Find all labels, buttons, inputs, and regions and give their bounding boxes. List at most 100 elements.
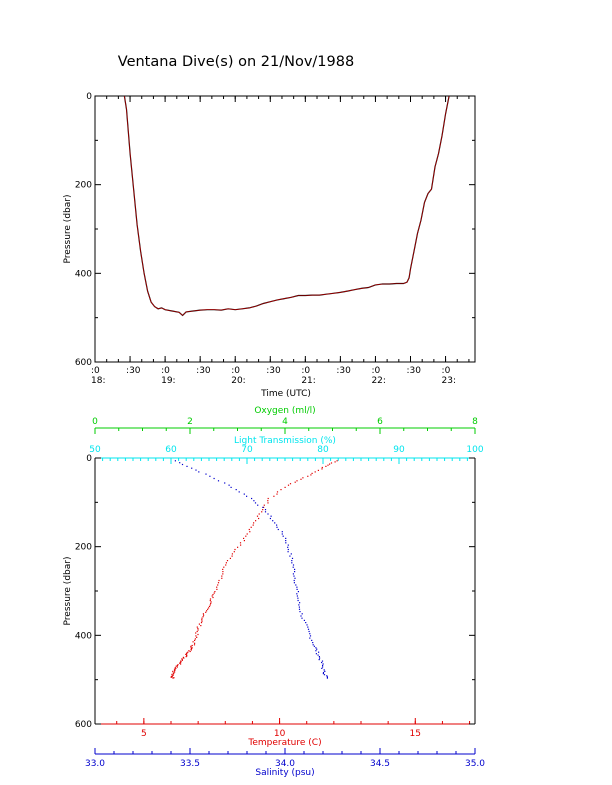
profile-point — [237, 546, 239, 548]
profile-point — [246, 495, 248, 497]
profile-point — [177, 664, 179, 666]
x-tick-label: 21: — [301, 376, 315, 386]
profile-point — [309, 635, 312, 637]
profile-point — [263, 504, 265, 506]
profile-point — [197, 627, 199, 630]
profile-point — [196, 626, 198, 628]
profile-point — [194, 638, 196, 640]
profile-point — [221, 577, 223, 579]
profile-point — [213, 592, 215, 594]
profile-point — [258, 517, 260, 520]
profile-point — [322, 673, 324, 675]
profile-point — [292, 564, 295, 566]
profile-point — [321, 468, 323, 470]
profile-point — [282, 535, 284, 537]
depth-time-y-label: Pressure (dbar) — [63, 195, 73, 264]
profile-point — [171, 673, 173, 675]
profile-point — [191, 644, 193, 647]
depth-time-x-label: Time (UTC) — [260, 389, 311, 399]
profile-point — [312, 644, 314, 646]
profile-point — [216, 588, 218, 590]
profile-point — [234, 548, 236, 551]
x-tick-label: :0 — [371, 366, 380, 376]
profile-point — [334, 461, 336, 463]
profile-point — [281, 531, 283, 533]
profile-point — [270, 515, 272, 517]
profile-point — [196, 636, 198, 638]
profile-point — [186, 652, 188, 654]
profile-point — [292, 566, 294, 568]
profile-point — [198, 623, 200, 625]
oxygen-tick-label: 2 — [187, 417, 193, 427]
profile-point — [295, 584, 297, 586]
profile-point — [276, 493, 278, 495]
profile-point — [174, 667, 176, 669]
temperature-tick-label: 10 — [274, 729, 286, 739]
profile-point — [267, 500, 269, 502]
profile-point — [190, 649, 192, 651]
profile-point — [191, 647, 193, 649]
profile-point — [230, 486, 232, 488]
profile-point — [318, 656, 320, 658]
profile-point — [170, 676, 172, 678]
profile-point — [257, 504, 259, 506]
profile-point — [185, 656, 187, 658]
profile-point — [307, 475, 309, 477]
profile-point — [307, 628, 310, 630]
profile-point — [172, 677, 174, 679]
profile-point — [300, 615, 302, 617]
profiles-y-label: Pressure (dbar) — [63, 557, 73, 626]
profile-point — [173, 673, 175, 675]
x-tick-label: :30 — [406, 366, 421, 376]
profile-point — [315, 653, 317, 655]
profile-point — [311, 472, 313, 474]
salinity-axis-label: Salinity (psu) — [255, 768, 314, 778]
profile-point — [298, 604, 300, 606]
profile-point — [327, 464, 329, 466]
profile-point — [176, 666, 178, 668]
depth-trace-overlay-line — [124, 95, 450, 316]
salinity-tick-label: 34.5 — [370, 759, 390, 769]
profile-point — [276, 524, 278, 526]
profile-point — [243, 493, 245, 495]
profile-point — [309, 637, 311, 639]
profile-point — [317, 469, 319, 471]
profile-point — [298, 606, 300, 608]
profile-point — [329, 463, 331, 465]
profile-point — [176, 664, 178, 667]
profile-point — [174, 669, 176, 671]
profile-point — [261, 511, 263, 513]
profile-point — [174, 671, 176, 673]
profile-point — [210, 602, 212, 604]
profile-point — [302, 477, 304, 479]
profile-point — [306, 624, 308, 626]
profile-point — [285, 540, 287, 542]
profile-point — [284, 486, 286, 488]
profile-point — [264, 509, 267, 511]
profile-point — [185, 653, 187, 655]
profile-point — [262, 509, 264, 511]
profile-point — [301, 617, 303, 619]
profile-point — [208, 605, 211, 607]
profile-point — [208, 607, 210, 609]
salinity-axis: Salinity (psu) 33.0 33.5 34.0 34.5 35.0 — [85, 748, 485, 778]
salinity-tick-label: 34.0 — [275, 759, 295, 769]
profile-point — [336, 460, 338, 462]
profile-point — [221, 575, 223, 577]
profile-point — [280, 489, 282, 491]
profile-point — [197, 633, 199, 636]
x-tick-label: :0 — [231, 366, 240, 376]
profile-point — [274, 522, 276, 524]
profile-point — [182, 656, 184, 658]
profile-point — [256, 515, 259, 517]
profile-point — [186, 653, 188, 655]
x-tick-label: :0 — [301, 366, 310, 376]
profile-point — [321, 660, 324, 662]
profile-point — [225, 562, 227, 564]
profile-point — [180, 661, 182, 663]
profile-point — [173, 677, 175, 679]
profile-point — [186, 465, 188, 467]
profile-point — [179, 661, 181, 664]
